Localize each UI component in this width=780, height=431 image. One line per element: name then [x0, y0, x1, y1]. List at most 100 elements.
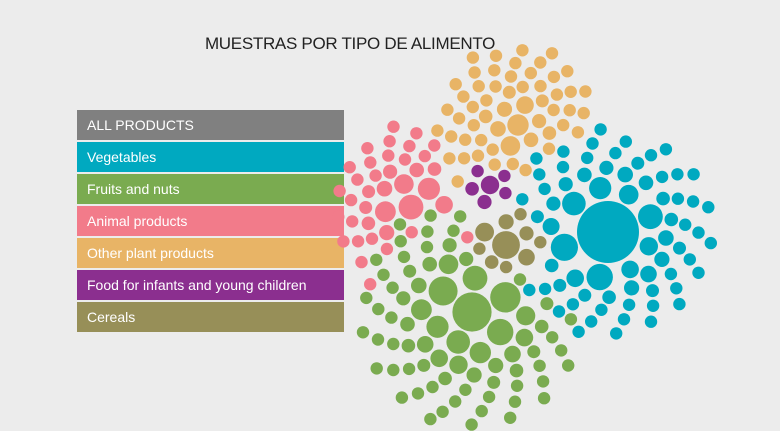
bubble-vegetables[interactable]	[516, 193, 529, 206]
bubble-cereals[interactable]	[473, 242, 486, 255]
bubble-vegetables[interactable]	[624, 280, 640, 296]
bubble-other-plant-products[interactable]	[488, 64, 501, 77]
bubble-animal-products[interactable]	[435, 196, 453, 214]
bubble-other-plant-products[interactable]	[504, 70, 518, 83]
bubble-other-plant-products[interactable]	[545, 47, 559, 60]
bubble-fruits-and-nuts[interactable]	[421, 225, 434, 238]
bubble-fruits-and-nuts[interactable]	[466, 367, 482, 383]
bubble-other-plant-products[interactable]	[478, 109, 493, 124]
bubble-vegetables[interactable]	[595, 303, 608, 316]
bubble-animal-products[interactable]	[417, 177, 440, 200]
bubble-vegetables[interactable]	[640, 265, 657, 283]
bubble-vegetables[interactable]	[552, 305, 566, 318]
bubble-vegetables[interactable]	[664, 212, 679, 227]
bubble-fruits-and-nuts[interactable]	[420, 240, 434, 254]
bubble-fruits-and-nuts[interactable]	[534, 319, 549, 334]
bubble-fruits-and-nuts[interactable]	[436, 405, 449, 418]
bubble-vegetables[interactable]	[671, 192, 685, 205]
bubble-other-plant-products[interactable]	[452, 112, 466, 125]
bubble-animal-products[interactable]	[365, 232, 379, 245]
bubble-vegetables[interactable]	[533, 168, 546, 181]
bubble-animal-products[interactable]	[361, 216, 376, 231]
bubble-food-for-infants-and-young-children[interactable]	[499, 186, 512, 200]
bubble-other-plant-products[interactable]	[542, 142, 556, 155]
bubble-animal-products[interactable]	[383, 135, 396, 148]
bubble-other-plant-products[interactable]	[466, 100, 479, 114]
bubble-vegetables[interactable]	[562, 191, 586, 216]
bubble-other-plant-products[interactable]	[471, 149, 485, 162]
bubble-fruits-and-nuts[interactable]	[452, 292, 492, 332]
bubble-animal-products[interactable]	[364, 278, 377, 291]
bubble-animal-products[interactable]	[369, 169, 382, 182]
bubble-other-plant-products[interactable]	[550, 88, 564, 101]
bubble-animal-products[interactable]	[403, 139, 416, 153]
bubble-vegetables[interactable]	[599, 160, 614, 175]
bubble-other-plant-products[interactable]	[579, 85, 592, 98]
bubble-fruits-and-nuts[interactable]	[442, 238, 457, 253]
bubble-food-for-infants-and-young-children[interactable]	[471, 164, 484, 178]
bubble-fruits-and-nuts[interactable]	[540, 297, 554, 311]
bubble-other-plant-products[interactable]	[535, 94, 549, 108]
bubble-fruits-and-nuts[interactable]	[393, 218, 407, 231]
bubble-fruits-and-nuts[interactable]	[487, 318, 514, 346]
bubble-cereals[interactable]	[499, 260, 513, 274]
bubble-vegetables[interactable]	[671, 168, 684, 181]
bubble-fruits-and-nuts[interactable]	[562, 359, 575, 372]
bubble-cereals[interactable]	[492, 231, 520, 259]
bubble-animal-products[interactable]	[394, 174, 414, 194]
bubble-fruits-and-nuts[interactable]	[449, 355, 468, 374]
bubble-other-plant-products[interactable]	[472, 80, 485, 93]
bubble-animal-products[interactable]	[362, 185, 376, 199]
bubble-fruits-and-nuts[interactable]	[424, 412, 437, 426]
bubble-vegetables[interactable]	[644, 315, 658, 328]
bubble-fruits-and-nuts[interactable]	[516, 306, 536, 326]
filter-animal-products[interactable]: Animal products	[77, 206, 344, 236]
bubble-animal-products[interactable]	[382, 149, 395, 162]
bubble-animal-products[interactable]	[379, 225, 395, 241]
bubble-vegetables[interactable]	[687, 168, 700, 181]
bubble-animal-products[interactable]	[351, 173, 364, 186]
bubble-animal-products[interactable]	[346, 215, 359, 228]
bubble-other-plant-products[interactable]	[532, 114, 547, 129]
bubble-vegetables[interactable]	[670, 282, 683, 295]
bubble-vegetables[interactable]	[609, 146, 622, 160]
bubble-other-plant-products[interactable]	[564, 85, 577, 99]
bubble-fruits-and-nuts[interactable]	[555, 344, 568, 357]
bubble-fruits-and-nuts[interactable]	[459, 251, 474, 267]
bubble-fruits-and-nuts[interactable]	[396, 291, 411, 306]
bubble-animal-products[interactable]	[405, 226, 418, 239]
bubble-cereals[interactable]	[514, 208, 527, 221]
bubble-animal-products[interactable]	[361, 142, 374, 155]
bubble-vegetables[interactable]	[664, 267, 678, 281]
bubble-fruits-and-nuts[interactable]	[417, 358, 431, 372]
bubble-fruits-and-nuts[interactable]	[533, 359, 546, 372]
bubble-food-for-infants-and-young-children[interactable]	[465, 182, 479, 196]
bubble-fruits-and-nuts[interactable]	[513, 273, 527, 286]
bubble-other-plant-products[interactable]	[542, 126, 557, 140]
bubble-vegetables[interactable]	[589, 177, 612, 200]
bubble-vegetables[interactable]	[594, 123, 607, 136]
bubble-cereals[interactable]	[518, 248, 535, 266]
bubble-vegetables[interactable]	[692, 266, 705, 279]
bubble-fruits-and-nuts[interactable]	[449, 395, 462, 408]
bubble-other-plant-products[interactable]	[468, 66, 481, 79]
bubble-animal-products[interactable]	[428, 139, 441, 152]
bubble-other-plant-products[interactable]	[547, 103, 560, 117]
bubble-other-plant-products[interactable]	[523, 132, 539, 148]
bubble-vegetables[interactable]	[572, 325, 585, 338]
bubble-fruits-and-nuts[interactable]	[411, 277, 427, 294]
bubble-food-for-infants-and-young-children[interactable]	[480, 175, 500, 195]
bubble-other-plant-products[interactable]	[431, 124, 444, 137]
bubble-fruits-and-nuts[interactable]	[360, 291, 373, 305]
bubble-other-plant-products[interactable]	[563, 104, 576, 117]
bubble-other-plant-products[interactable]	[489, 80, 502, 93]
bubble-vegetables[interactable]	[621, 260, 639, 279]
bubble-fruits-and-nuts[interactable]	[488, 357, 504, 374]
bubble-animal-products[interactable]	[409, 162, 425, 178]
bubble-other-plant-products[interactable]	[496, 101, 513, 117]
bubble-other-plant-products[interactable]	[557, 118, 570, 132]
bubble-vegetables[interactable]	[556, 160, 570, 174]
bubble-fruits-and-nuts[interactable]	[426, 315, 449, 338]
bubble-other-plant-products[interactable]	[577, 106, 590, 120]
bubble-fruits-and-nuts[interactable]	[459, 383, 472, 396]
